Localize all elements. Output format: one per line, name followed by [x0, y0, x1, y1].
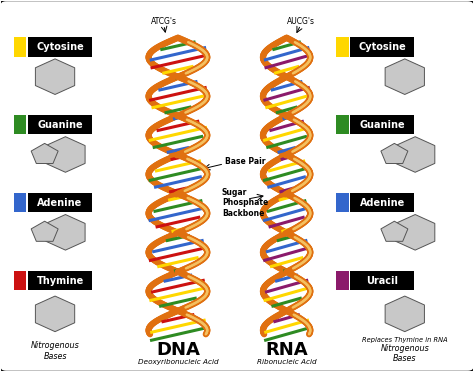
Polygon shape [395, 215, 435, 250]
FancyBboxPatch shape [28, 271, 92, 290]
FancyBboxPatch shape [14, 115, 26, 135]
Text: Replaces Thymine in RNA: Replaces Thymine in RNA [362, 337, 447, 343]
Polygon shape [31, 221, 58, 241]
FancyBboxPatch shape [14, 271, 26, 290]
Text: Adenine: Adenine [37, 198, 82, 208]
Text: Base Pair: Base Pair [225, 157, 266, 166]
Text: Nitrogenous
Bases: Nitrogenous Bases [31, 341, 80, 360]
FancyBboxPatch shape [14, 37, 26, 57]
Text: AUCG's: AUCG's [287, 17, 315, 26]
FancyBboxPatch shape [28, 193, 92, 212]
FancyBboxPatch shape [350, 115, 414, 135]
Polygon shape [36, 296, 75, 332]
Text: Adenine: Adenine [360, 198, 405, 208]
Text: Ribonucleic Acid: Ribonucleic Acid [257, 359, 317, 365]
FancyBboxPatch shape [350, 271, 414, 290]
FancyBboxPatch shape [28, 115, 92, 135]
Text: Guanine: Guanine [37, 120, 83, 130]
FancyBboxPatch shape [336, 37, 348, 57]
Polygon shape [385, 59, 424, 94]
Polygon shape [31, 143, 58, 163]
Polygon shape [46, 215, 85, 250]
Text: Cytosine: Cytosine [358, 42, 406, 52]
Text: RNA: RNA [265, 341, 308, 359]
FancyBboxPatch shape [336, 115, 348, 135]
Text: Sugar
Phosphate
Backbone: Sugar Phosphate Backbone [222, 188, 268, 218]
Polygon shape [46, 137, 85, 172]
FancyBboxPatch shape [14, 193, 26, 212]
Text: Uracil: Uracil [366, 276, 398, 285]
Text: Nitrogenous
Bases: Nitrogenous Bases [381, 344, 429, 363]
FancyBboxPatch shape [28, 37, 92, 57]
Text: Deoxyribonucleic Acid: Deoxyribonucleic Acid [137, 359, 218, 365]
Text: ATCG's: ATCG's [151, 17, 177, 26]
Polygon shape [381, 221, 408, 241]
FancyBboxPatch shape [350, 37, 414, 57]
Polygon shape [36, 59, 75, 94]
Polygon shape [385, 296, 424, 332]
FancyBboxPatch shape [336, 271, 348, 290]
Text: DNA: DNA [156, 341, 200, 359]
Text: Thymine: Thymine [36, 276, 83, 285]
Text: Cytosine: Cytosine [36, 42, 84, 52]
Polygon shape [381, 143, 408, 163]
FancyBboxPatch shape [336, 193, 348, 212]
FancyBboxPatch shape [350, 193, 414, 212]
Polygon shape [395, 137, 435, 172]
Text: Guanine: Guanine [359, 120, 405, 130]
